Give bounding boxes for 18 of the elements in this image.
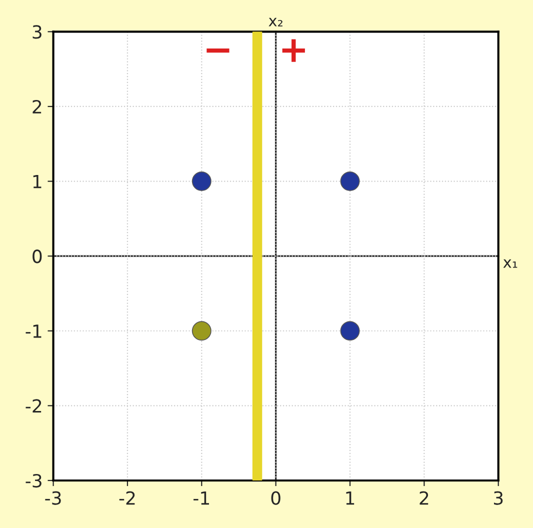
y-tick-label: 3 [32, 25, 42, 39]
y-tick-label: 2 [32, 100, 42, 114]
x-tick-label: 2 [420, 491, 428, 505]
x-tick-label: 1 [346, 491, 354, 505]
annotation: + [282, 39, 305, 62]
y-tick-label: -1 [26, 324, 42, 338]
y-axis-title: x₂ [268, 18, 282, 26]
x-tick-label: 0 [271, 491, 280, 505]
x-axis-title: x₁ [503, 259, 518, 268]
x-tick-label: -1 [194, 491, 209, 505]
y-tick-label: 0 [32, 250, 42, 264]
y-tick-label: -2 [26, 399, 42, 413]
x-tick-label: -3 [45, 491, 61, 505]
x-tick-label: -2 [119, 491, 135, 505]
annotation: − [206, 48, 230, 53]
x-tick-label: 3 [494, 491, 503, 505]
y-tick-label: -3 [26, 474, 42, 488]
y-tick-label: 1 [33, 174, 42, 188]
